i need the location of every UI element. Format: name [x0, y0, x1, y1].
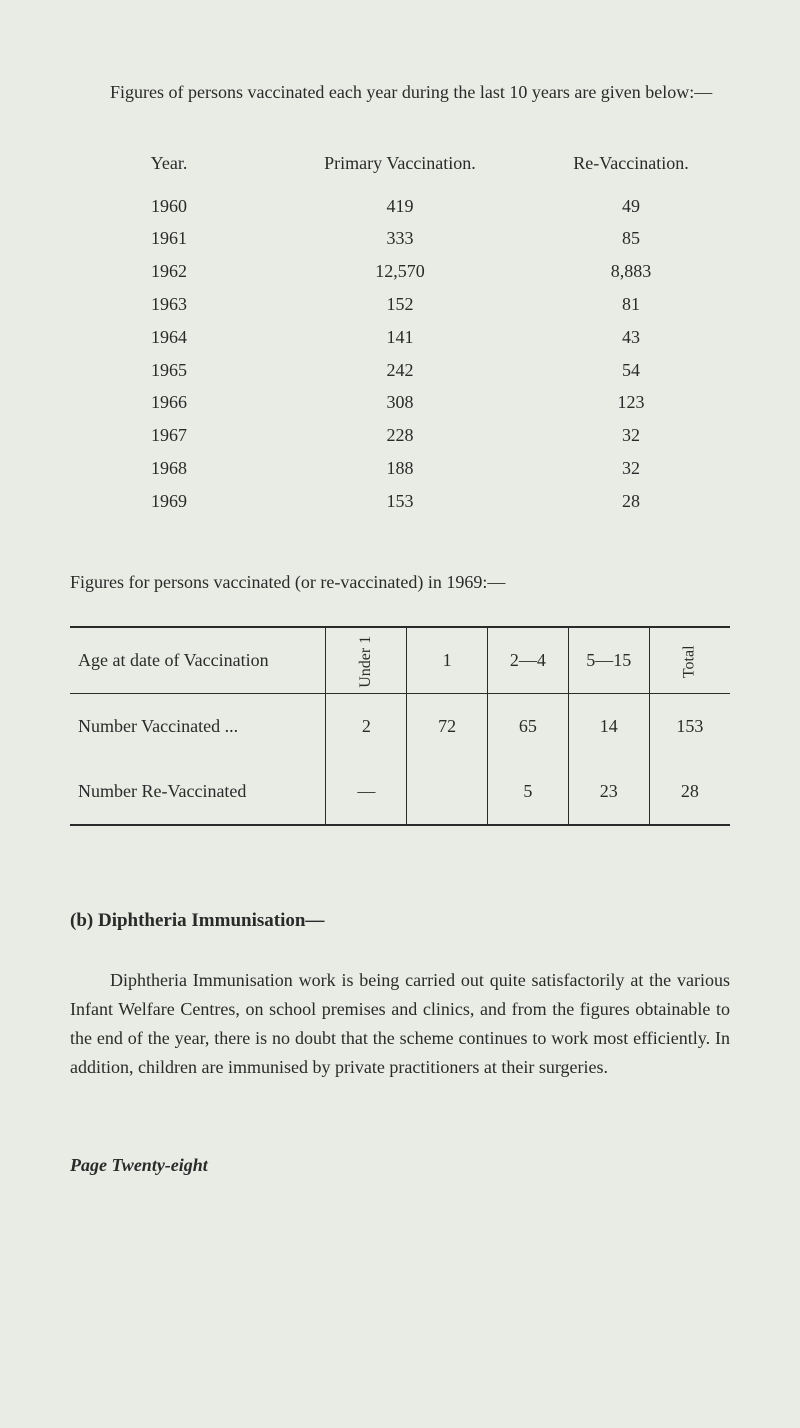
col-header: 2—4	[488, 627, 569, 693]
cell-revacc: 85	[532, 224, 730, 253]
col-header-label: 1	[443, 650, 452, 670]
table-row: Year. Primary Vaccination. Re-Vaccinatio…	[70, 147, 730, 180]
cell-revacc: 43	[532, 323, 730, 352]
cell-year: 1967	[70, 421, 268, 450]
cell: 28	[649, 759, 730, 825]
table-row: Age at date of Vaccination Under 1 1 2—4…	[70, 627, 730, 693]
table-row: 196722832	[70, 419, 730, 452]
intro-paragraph: Figures of persons vaccinated each year …	[70, 78, 730, 107]
col-header-label: 5—15	[586, 650, 631, 670]
cell-primary: 153	[268, 487, 532, 516]
cell-primary: 228	[268, 421, 532, 450]
cell-year: 1962	[70, 257, 268, 286]
cell: 14	[568, 694, 649, 759]
cell-revacc: 28	[532, 487, 730, 516]
cell-year: 1961	[70, 224, 268, 253]
cell-year: 1969	[70, 487, 268, 516]
cell-revacc: 123	[532, 388, 730, 417]
cell-primary: 152	[268, 290, 532, 319]
col-header: 5—15	[568, 627, 649, 693]
table-row: Number Vaccinated ... 2 72 65 14 153	[70, 694, 730, 759]
figures-line: Figures for persons vaccinated (or re-va…	[70, 568, 730, 597]
vaccination-year-table: Year. Primary Vaccination. Re-Vaccinatio…	[70, 147, 730, 518]
col-header-year: Year.	[70, 149, 268, 178]
col-header-label: Total	[677, 646, 703, 679]
page-footer: Page Twenty-eight	[70, 1151, 730, 1180]
cell-revacc: 8,883	[532, 257, 730, 286]
cell: 153	[649, 694, 730, 759]
cell-revacc: 54	[532, 356, 730, 385]
cell-year: 1963	[70, 290, 268, 319]
table-row: 196041949	[70, 190, 730, 223]
col-header-label: 2—4	[510, 650, 546, 670]
body-paragraph: Diphtheria Immunisation work is being ca…	[70, 966, 730, 1081]
row-label: Number Vaccinated ...	[70, 694, 326, 759]
cell: —	[326, 759, 407, 825]
row-label: Number Re-Vaccinated	[70, 759, 326, 825]
cell: 5	[488, 759, 569, 825]
table-row: 196414143	[70, 321, 730, 354]
table-row: Number Re-Vaccinated — 5 23 28	[70, 759, 730, 825]
cell-primary: 188	[268, 454, 532, 483]
row-header-title: Age at date of Vaccination	[70, 627, 326, 693]
table-row: 1966308123	[70, 386, 730, 419]
cell-year: 1964	[70, 323, 268, 352]
cell-year: 1965	[70, 356, 268, 385]
cell-revacc: 32	[532, 421, 730, 450]
table-row: 196315281	[70, 288, 730, 321]
table-row: 196212,5708,883	[70, 255, 730, 288]
col-header: Under 1	[326, 627, 407, 693]
table-row: 196524254	[70, 354, 730, 387]
cell-primary: 308	[268, 388, 532, 417]
cell-primary: 242	[268, 356, 532, 385]
table-row: 196818832	[70, 452, 730, 485]
section-heading: (b) Diphtheria Immunisation—	[70, 906, 730, 936]
cell-revacc: 81	[532, 290, 730, 319]
table-row: 196133385	[70, 222, 730, 255]
cell: 65	[488, 694, 569, 759]
col-header: Total	[649, 627, 730, 693]
cell-primary: 12,570	[268, 257, 532, 286]
cell-primary: 141	[268, 323, 532, 352]
col-header: 1	[407, 627, 488, 693]
age-vaccination-table: Age at date of Vaccination Under 1 1 2—4…	[70, 626, 730, 825]
cell: 2	[326, 694, 407, 759]
cell-revacc: 49	[532, 192, 730, 221]
cell-year: 1966	[70, 388, 268, 417]
cell-year: 1968	[70, 454, 268, 483]
cell-primary: 419	[268, 192, 532, 221]
cell-year: 1960	[70, 192, 268, 221]
col-header-label: Under 1	[354, 636, 380, 688]
cell-primary: 333	[268, 224, 532, 253]
col-header-revacc: Re-Vaccination.	[532, 149, 730, 178]
cell: 72	[407, 694, 488, 759]
cell-revacc: 32	[532, 454, 730, 483]
cell: 23	[568, 759, 649, 825]
table-row: 196915328	[70, 485, 730, 518]
col-header-primary: Primary Vaccination.	[268, 149, 532, 178]
cell	[407, 759, 488, 825]
